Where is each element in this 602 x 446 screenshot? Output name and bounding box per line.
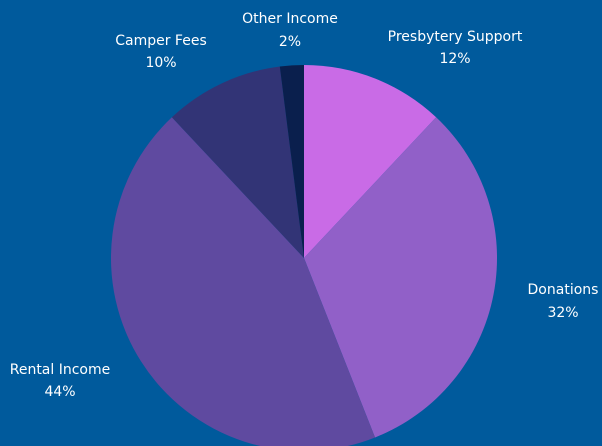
- slice-label-other-income: Other Income: [242, 11, 338, 27]
- slice-value-presbytery-support: 12%: [439, 51, 470, 67]
- slice-value-camper-fees: 10%: [145, 55, 176, 71]
- slice-label-rental-income: Rental Income: [10, 362, 111, 378]
- slice-label-presbytery-support: Presbytery Support: [388, 29, 523, 45]
- pie-slice-camper-fees[interactable]: [171, 66, 304, 259]
- pie-slice-presbytery-support[interactable]: [304, 65, 437, 258]
- slice-label-donations: Donations: [528, 282, 599, 298]
- slice-label-camper-fees: Camper Fees: [115, 33, 207, 49]
- slice-value-rental-income: 44%: [44, 384, 75, 400]
- pie-slices: [110, 65, 498, 446]
- slice-value-donations: 32%: [547, 305, 578, 321]
- pie-slice-donations[interactable]: [304, 117, 498, 438]
- slice-labels: Presbytery Support 12% Donations 32% Ren…: [10, 11, 599, 400]
- pie-slice-rental-income[interactable]: [110, 117, 376, 446]
- slice-value-other-income: 2%: [279, 34, 301, 50]
- pie-slice-other-income[interactable]: [279, 65, 304, 258]
